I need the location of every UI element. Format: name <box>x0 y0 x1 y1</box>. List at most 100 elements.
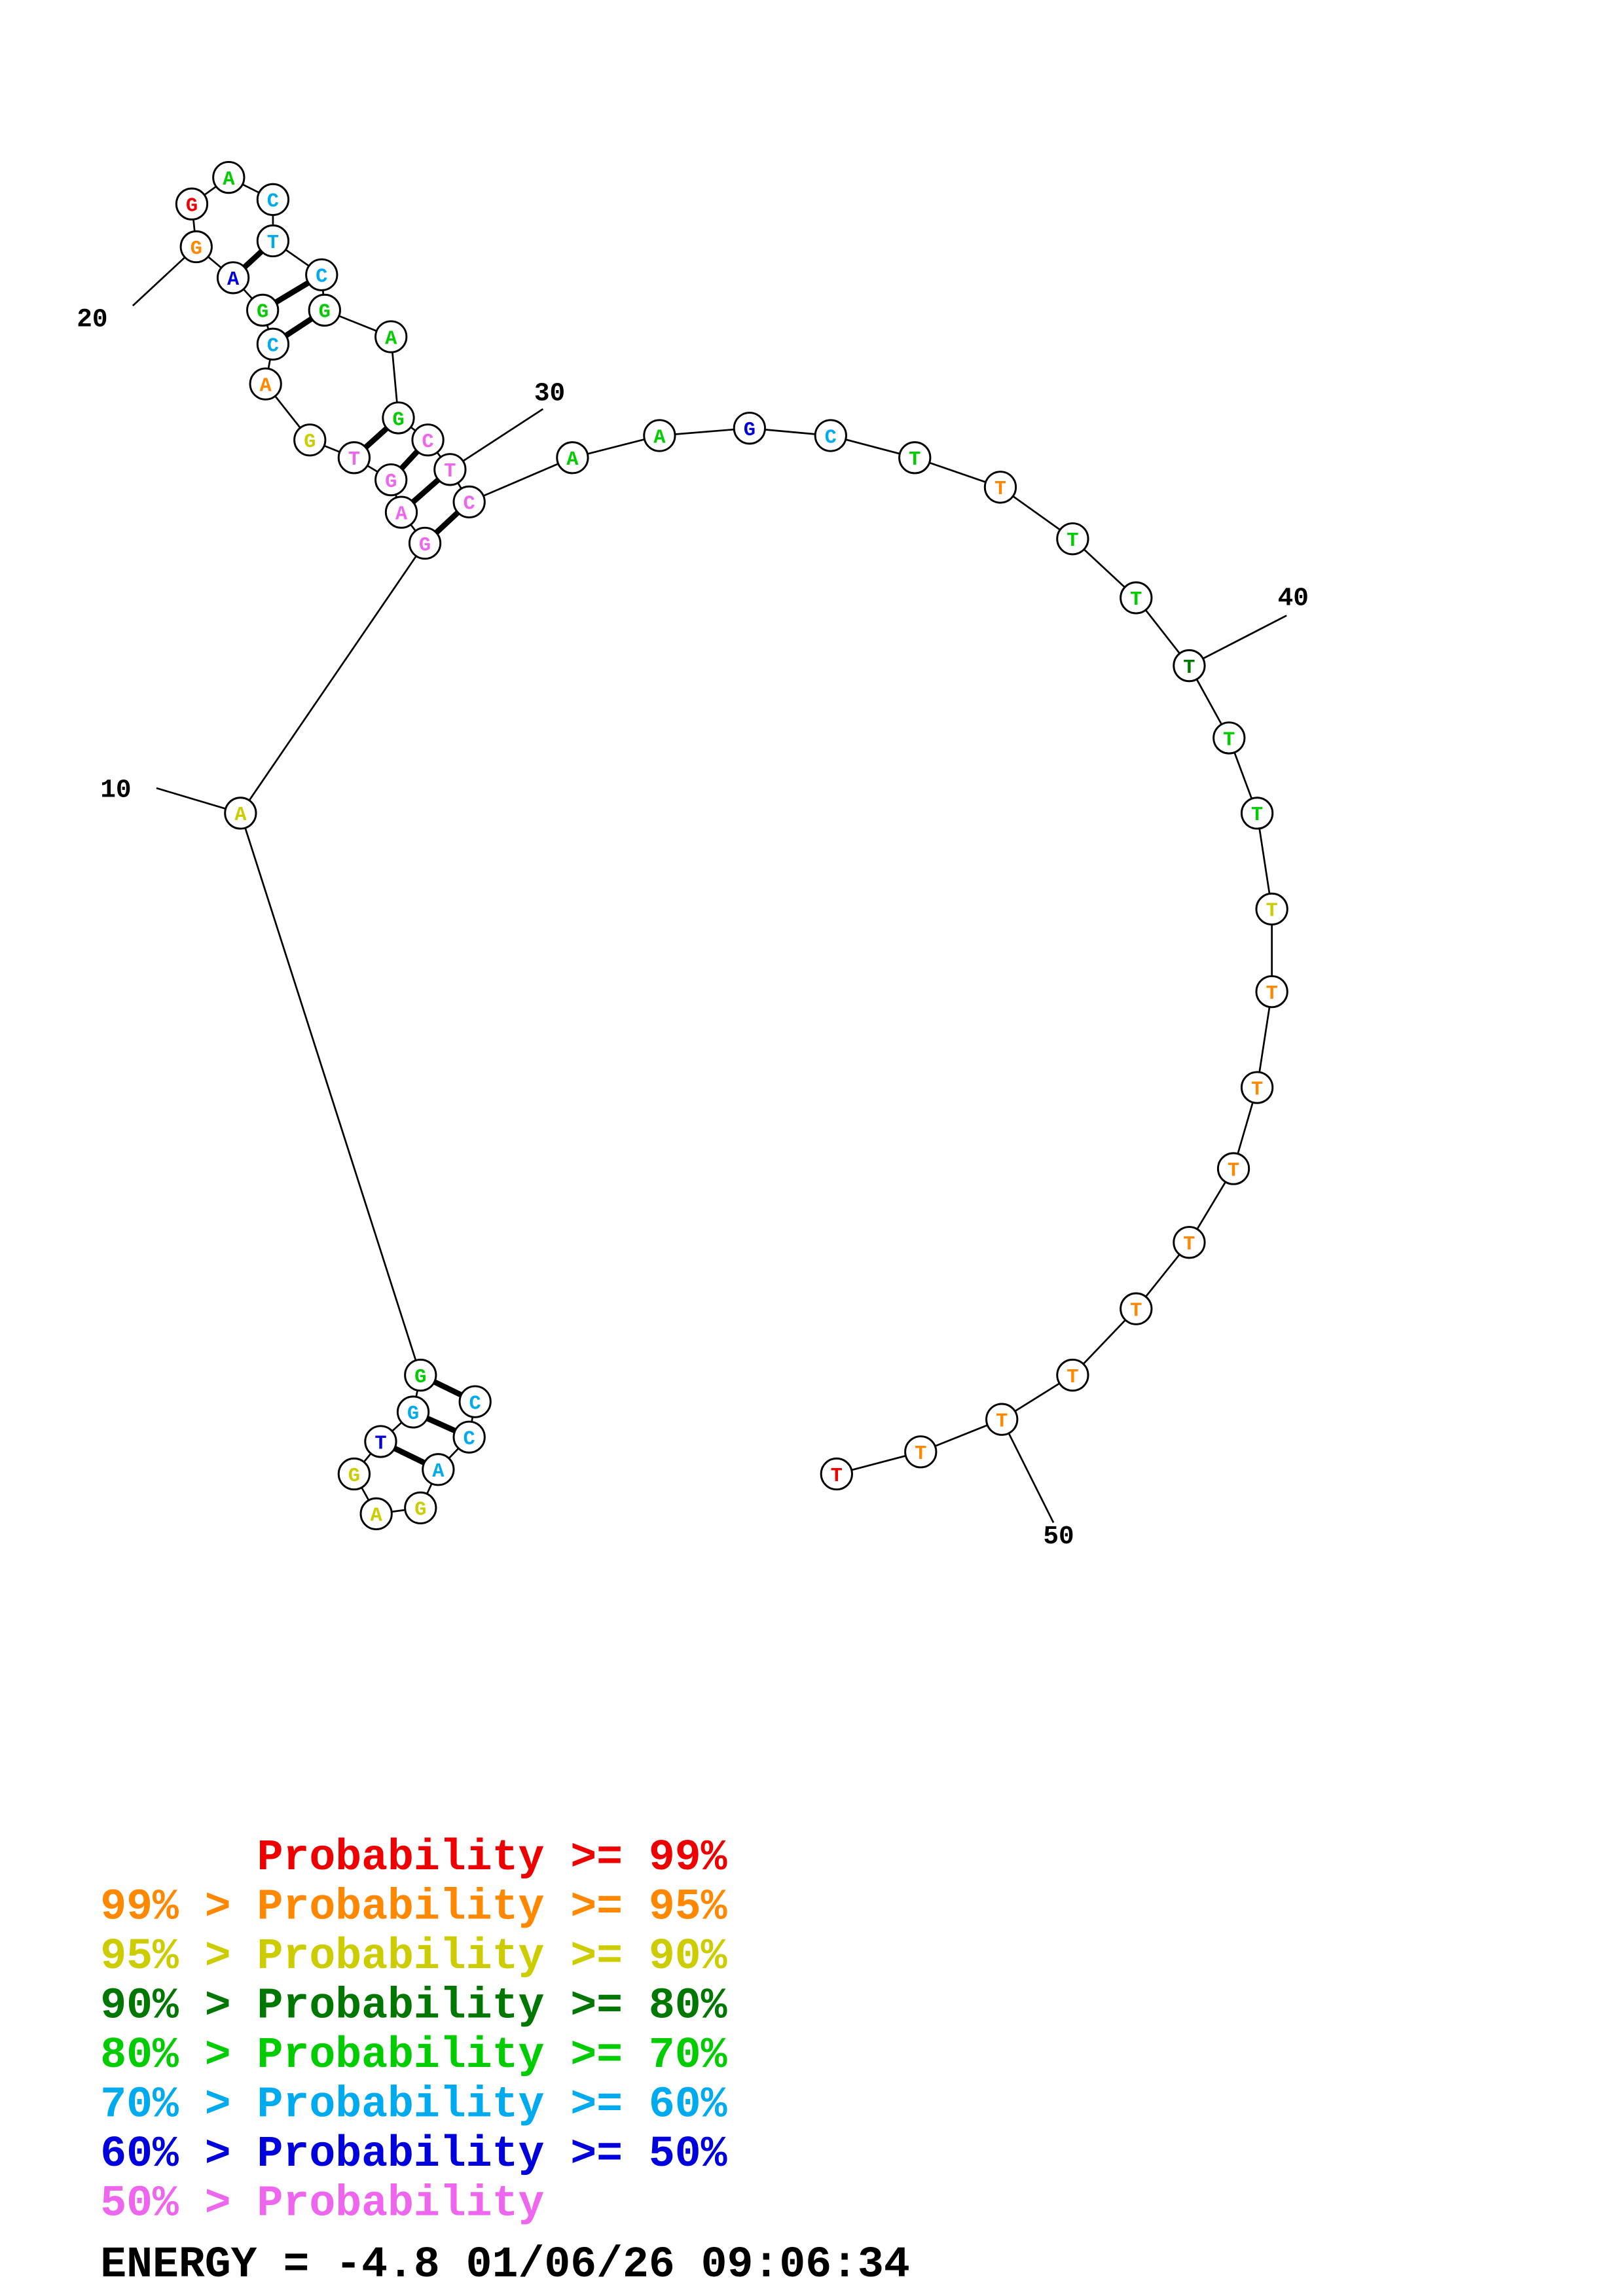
nucleotide-base: G <box>385 471 397 493</box>
nucleotide-base: T <box>994 478 1006 501</box>
position-label: 10 <box>100 776 131 805</box>
position-label-line <box>1001 1419 1055 1524</box>
nucleotide-circle <box>224 797 257 830</box>
nucleotide-base: C <box>825 427 837 449</box>
nucleotide-base: T <box>1183 1234 1195 1256</box>
nucleotide-base: G <box>348 1465 360 1488</box>
nucleotide-circle <box>556 441 589 475</box>
position-label-line <box>449 408 544 471</box>
nucleotide-circle <box>359 1497 393 1531</box>
nucleotide-circle <box>216 261 250 295</box>
nucleotide-circle <box>820 1457 853 1491</box>
nucleotide-circle <box>246 293 280 327</box>
legend-entry: 90% > Probability >= 80% <box>100 1982 727 2031</box>
nucleotide-circle <box>898 441 932 475</box>
legend-entry: 60% > Probability >= 50% <box>100 2130 727 2179</box>
nucleotide-circle <box>1255 892 1288 926</box>
nucleotide-circle <box>337 1457 371 1491</box>
nucleotide-circle <box>1120 1292 1153 1325</box>
nucleotide-circle <box>256 224 290 258</box>
nucleotide-circle <box>1255 975 1288 1009</box>
nucleotide-base: G <box>319 302 331 324</box>
nucleotide-base: T <box>1067 530 1078 552</box>
position-label-line <box>1188 615 1287 667</box>
nucleotide-base: T <box>1130 1300 1142 1322</box>
position-label: 50 <box>1043 1522 1074 1551</box>
nucleotide-base: T <box>915 1443 926 1465</box>
nucleotide-base: C <box>422 431 433 454</box>
nucleotide-base: T <box>1130 589 1142 611</box>
nucleotide-circle <box>1240 1071 1274 1104</box>
energy-text: ENERGY = -4.8 01/06/26 09:06:34 <box>100 2240 910 2289</box>
nucleotide-circle <box>411 423 445 457</box>
legend-entry: 95% > Probability >= 90% <box>100 1932 727 1981</box>
nucleotide-base: T <box>1251 1079 1263 1101</box>
nucleotide-circle <box>293 423 327 457</box>
nucleotide-circle <box>382 401 415 435</box>
legend-entry: 70% > Probability >= 60% <box>100 2081 727 2130</box>
nucleotide-base: C <box>464 1429 475 1451</box>
nucleotide-circle <box>374 463 408 497</box>
nucleotide-base: G <box>392 409 404 431</box>
nucleotide-circle <box>404 1358 437 1392</box>
nucleotide-circle <box>452 485 486 519</box>
nucleotide-circle <box>212 160 246 194</box>
backbone-segment <box>240 813 422 1376</box>
nucleotide-circle <box>422 1453 455 1486</box>
nucleotide-base: G <box>419 535 431 557</box>
nucleotide-base: C <box>316 266 327 289</box>
legend-entry: 80% > Probability >= 70% <box>100 2031 727 2080</box>
nucleotide-base: C <box>267 336 279 358</box>
nucleotide-base: T <box>831 1465 843 1488</box>
nucleotide-base: T <box>1183 657 1195 679</box>
nucleotide-base: A <box>260 375 272 397</box>
nucleotide-circle <box>256 183 290 217</box>
nucleotide-circle <box>985 1403 1019 1436</box>
nucleotide-circle <box>458 1385 492 1418</box>
nucleotide-circle <box>643 419 676 452</box>
nucleotide-circle <box>1240 797 1274 830</box>
nucleotide-circle <box>1216 1152 1250 1185</box>
nucleotide-base: G <box>186 195 198 217</box>
nucleotide-circle <box>733 412 766 445</box>
nucleotide-base: T <box>1228 1160 1239 1182</box>
nucleotide-base: G <box>744 420 756 442</box>
nucleotide-base: T <box>909 449 921 471</box>
nucleotide-base: A <box>227 269 240 291</box>
nucleotide-base: A <box>432 1461 445 1483</box>
nucleotide-circle <box>179 230 213 264</box>
legend-entry: Probability >= 99% <box>257 1833 727 1882</box>
nucleotide-base: A <box>566 449 579 471</box>
backbone-segment <box>469 457 573 503</box>
legend-entry: 99% > Probability >= 95% <box>100 1883 727 1932</box>
nucleotide-base: A <box>395 504 408 526</box>
nucleotide-circle <box>384 495 418 529</box>
nucleotide-base: A <box>234 804 247 827</box>
nucleotide-base: T <box>374 1433 386 1455</box>
nucleotide-circle <box>904 1435 938 1469</box>
nucleotide-circle <box>433 453 467 486</box>
nucleotide-circle <box>337 441 371 475</box>
nucleotide-circle <box>452 1420 486 1454</box>
nucleotide-circle <box>256 327 290 361</box>
nucleotide-base: A <box>653 427 666 449</box>
nucleotide-base: A <box>385 328 397 350</box>
nucleotide-circle <box>404 1491 437 1525</box>
nucleotide-base: C <box>464 493 475 516</box>
nucleotide-circle <box>1173 1226 1206 1259</box>
nucleotide-circle <box>814 419 847 452</box>
nucleotide-base: T <box>1266 983 1278 1005</box>
position-label: 40 <box>1278 584 1309 613</box>
nucleotide-base: G <box>257 302 268 324</box>
nucleotide-circle <box>364 1425 397 1458</box>
position-label: 30 <box>534 378 565 408</box>
nucleotide-circle <box>408 526 442 560</box>
nucleotide-circle <box>1056 1358 1089 1392</box>
nucleotide-base: C <box>267 191 279 213</box>
position-label: 20 <box>77 305 107 334</box>
nucleotide-base: G <box>407 1403 419 1426</box>
nucleotide-circle <box>249 367 282 401</box>
nucleotide-base: A <box>223 169 235 191</box>
nucleotide-base: G <box>191 238 202 260</box>
